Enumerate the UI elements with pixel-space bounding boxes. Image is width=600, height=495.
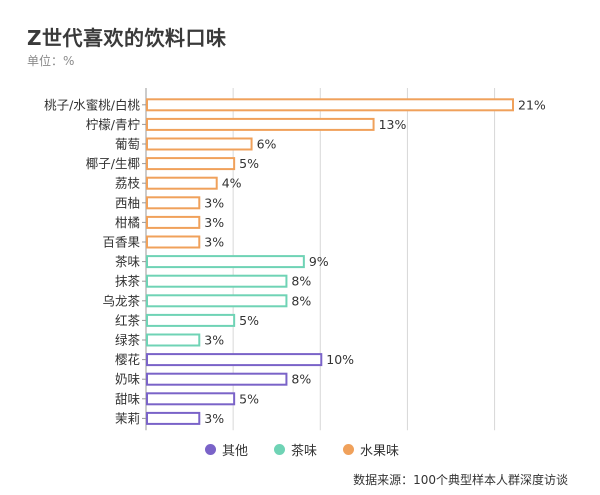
value-label: 5%: [239, 313, 259, 328]
value-labels: 21% 13% 6% 5% 4% 3% 3% 3% 9% 8% 8% 5% 3% 10% 8% 5% 3%: [204, 97, 546, 426]
category-label: 茶味: [115, 254, 141, 269]
bar: [146, 176, 218, 190]
legend-dot-icon: [343, 444, 355, 455]
bars: [146, 98, 514, 425]
value-label: 5%: [239, 156, 259, 171]
legend-label: 茶味: [291, 444, 318, 459]
value-label: 5%: [239, 391, 259, 406]
bar: [146, 372, 288, 386]
value-label: 8%: [291, 274, 311, 289]
category-label: 百香果: [102, 235, 140, 250]
unit-label: 单位：%: [27, 54, 75, 68]
value-label: 3%: [204, 235, 224, 250]
legend-label: 水果味: [360, 444, 400, 459]
value-label: 8%: [291, 293, 311, 308]
bar: [146, 215, 201, 229]
bar: [146, 157, 236, 171]
category-label: 红茶: [115, 313, 141, 328]
category-label: 葡萄: [115, 137, 140, 152]
value-label: 9%: [309, 254, 329, 269]
chart-title: Z世代喜欢的饮料口味: [27, 26, 227, 50]
bar: [146, 353, 323, 367]
category-label: 绿茶: [115, 333, 141, 348]
value-label: 6%: [257, 137, 277, 152]
legend-item-other: 其他: [205, 440, 248, 459]
category-label: 茉莉: [115, 411, 140, 426]
bar: [146, 196, 201, 210]
bar: [146, 411, 201, 425]
value-label: 13%: [379, 117, 407, 132]
value-label: 3%: [204, 195, 224, 210]
category-label: 柑橘: [115, 215, 140, 230]
bar: [146, 333, 201, 347]
category-label: 抹茶: [115, 274, 141, 289]
category-label: 荔枝: [115, 176, 141, 191]
category-label: 椰子/生椰: [86, 156, 140, 171]
category-label: 乌龙茶: [102, 293, 140, 308]
bar: [146, 235, 201, 249]
bar: [146, 137, 253, 151]
bar: [146, 98, 514, 112]
value-label: 21%: [518, 97, 546, 112]
legend: 其他 茶味 水果味: [205, 440, 399, 459]
bar: [146, 313, 236, 327]
category-label: 西柚: [115, 195, 140, 210]
value-label: 3%: [204, 215, 224, 230]
legend-dot-icon: [205, 444, 216, 455]
value-label: 3%: [204, 411, 224, 426]
bar: [146, 294, 288, 308]
legend-dot-icon: [274, 444, 286, 455]
category-labels: 桃子/水蜜桃/白桃柠檬/青柠葡萄椰子/生椰荔枝西柚柑橘百香果茶味抹茶乌龙茶红茶绿…: [44, 97, 140, 426]
bar: [146, 274, 288, 288]
value-label: 8%: [291, 372, 311, 387]
value-label: 3%: [204, 333, 224, 348]
category-label: 樱花: [115, 352, 140, 367]
legend-item-tea: 茶味: [274, 440, 317, 459]
category-label: 甜味: [115, 391, 141, 406]
value-label: 10%: [326, 352, 354, 367]
bar: [146, 392, 236, 406]
legend-item-fruit: 水果味: [343, 440, 399, 459]
bar: [146, 255, 305, 269]
category-label: 柠檬/青柠: [86, 117, 140, 132]
legend-label: 其他: [222, 444, 249, 459]
source-note: 数据来源：100个典型样本人群深度访谈: [353, 473, 568, 487]
category-label: 桃子/水蜜桃/白桃: [44, 97, 140, 112]
bar: [146, 117, 375, 131]
category-label: 奶味: [115, 372, 141, 387]
value-label: 4%: [222, 176, 242, 191]
